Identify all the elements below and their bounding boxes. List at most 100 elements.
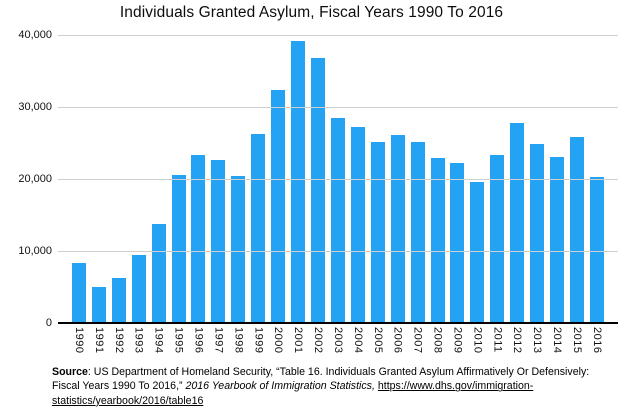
bar-1993 <box>131 255 146 323</box>
bar-band-2007 <box>408 35 428 323</box>
x-tick-label-1999: 1999 <box>252 327 265 354</box>
x-tick-band: 2012 <box>507 327 527 353</box>
gridline <box>58 179 618 180</box>
x-tick-band: 1996 <box>189 327 209 353</box>
y-tick-label-20000: 20,000 <box>18 173 52 185</box>
bar-band-1990 <box>69 35 89 323</box>
bar-band-2011 <box>487 35 507 323</box>
x-tick-label-1993: 1993 <box>132 327 145 354</box>
x-tick-label-2010: 2010 <box>471 327 484 354</box>
x-tick-band: 2016 <box>587 327 607 353</box>
x-tick-band: 2009 <box>448 327 468 353</box>
y-tick-label-40000: 40,000 <box>18 29 52 41</box>
x-tick-band: 1993 <box>129 327 149 353</box>
x-tick-band: 2005 <box>368 327 388 353</box>
bar-band-1994 <box>149 35 169 323</box>
bar-2009 <box>450 163 465 323</box>
x-tick-label-1990: 1990 <box>72 327 85 354</box>
bar-2000 <box>271 89 286 323</box>
bar-band-2012 <box>507 35 527 323</box>
x-tick-band: 2013 <box>527 327 547 353</box>
x-tick-label-2009: 2009 <box>451 327 464 354</box>
x-tick-label-2002: 2002 <box>312 327 325 354</box>
x-tick-band: 2011 <box>487 327 507 353</box>
y-tick-label-0: 0 <box>45 317 52 329</box>
x-tick-band: 2006 <box>388 327 408 353</box>
bar-band-2009 <box>448 35 468 323</box>
bar-band-1996 <box>189 35 209 323</box>
x-tick-band: 2008 <box>428 327 448 353</box>
source-label: Source <box>52 366 88 378</box>
bar-1996 <box>191 155 206 323</box>
bar-1999 <box>251 133 266 323</box>
x-tick-label-1996: 1996 <box>192 327 205 354</box>
bar-2012 <box>510 122 525 323</box>
bar-2013 <box>530 144 545 323</box>
bar-1998 <box>231 176 246 323</box>
bar-band-2016 <box>587 35 607 323</box>
bar-band-2005 <box>368 35 388 323</box>
gridline <box>58 251 618 252</box>
x-tick-label-2004: 2004 <box>351 327 364 354</box>
bar-band-2008 <box>428 35 448 323</box>
x-tick-label-1994: 1994 <box>152 327 165 354</box>
plot-area <box>58 35 618 324</box>
x-tick-label-2014: 2014 <box>551 327 564 354</box>
x-tick-band: 2000 <box>268 327 288 353</box>
x-tick-label-1995: 1995 <box>172 327 185 354</box>
x-tick-label-2003: 2003 <box>331 327 344 354</box>
bar-1994 <box>151 224 166 323</box>
bar-2002 <box>311 58 326 323</box>
bar-band-1998 <box>228 35 248 323</box>
bar-band-1992 <box>109 35 129 323</box>
x-tick-label-2008: 2008 <box>431 327 444 354</box>
bar-band-2002 <box>308 35 328 323</box>
x-tick-band: 2003 <box>328 327 348 353</box>
bar-band-2013 <box>527 35 547 323</box>
chart-title: Individuals Granted Asylum, Fiscal Years… <box>119 4 504 21</box>
bar-1992 <box>111 278 126 323</box>
x-tick-label-2001: 2001 <box>292 327 305 354</box>
x-tick-band: 2015 <box>567 327 587 353</box>
x-tick-label-1992: 1992 <box>112 327 125 354</box>
bar-2001 <box>291 41 306 323</box>
y-tick-label-30000: 30,000 <box>18 101 52 113</box>
bar-2014 <box>550 156 565 323</box>
bar-2011 <box>490 154 505 323</box>
bar-band-2015 <box>567 35 587 323</box>
bar-band-1999 <box>248 35 268 323</box>
bar-1997 <box>211 159 226 323</box>
x-tick-band: 1998 <box>228 327 248 353</box>
x-tick-band: 1992 <box>109 327 129 353</box>
bar-band-2010 <box>467 35 487 323</box>
bar-2008 <box>430 158 445 323</box>
bar-band-1993 <box>129 35 149 323</box>
bar-2005 <box>370 142 385 323</box>
x-tick-label-1991: 1991 <box>92 327 105 354</box>
x-tick-band: 2002 <box>308 327 328 353</box>
bar-band-2004 <box>348 35 368 323</box>
x-tick-band: 2014 <box>547 327 567 353</box>
source-citation-italic: 2016 Yearbook of Immigration Statistics, <box>185 380 375 393</box>
x-tick-label-2012: 2012 <box>511 327 524 354</box>
x-tick-band: 2007 <box>408 327 428 353</box>
bar-2010 <box>470 181 485 323</box>
x-axis-line <box>58 322 618 324</box>
bar-band-2000 <box>268 35 288 323</box>
x-tick-band: 1994 <box>149 327 169 353</box>
gridline <box>58 107 618 108</box>
x-tick-band: 1991 <box>89 327 109 353</box>
bar-band-1991 <box>89 35 109 323</box>
bar-1995 <box>171 175 186 323</box>
x-tick-band: 2004 <box>348 327 368 353</box>
x-tick-band: 1999 <box>248 327 268 353</box>
bar-band-2001 <box>288 35 308 323</box>
source-link[interactable]: https://www.dhs.gov/immigration-statisti… <box>52 380 534 407</box>
x-tick-label-2016: 2016 <box>590 327 603 354</box>
x-tick-label-2013: 2013 <box>531 327 544 354</box>
x-tick-band: 2010 <box>467 327 487 353</box>
bar-2003 <box>330 117 345 323</box>
bar-series <box>69 35 607 323</box>
x-tick-label-2015: 2015 <box>571 327 583 354</box>
